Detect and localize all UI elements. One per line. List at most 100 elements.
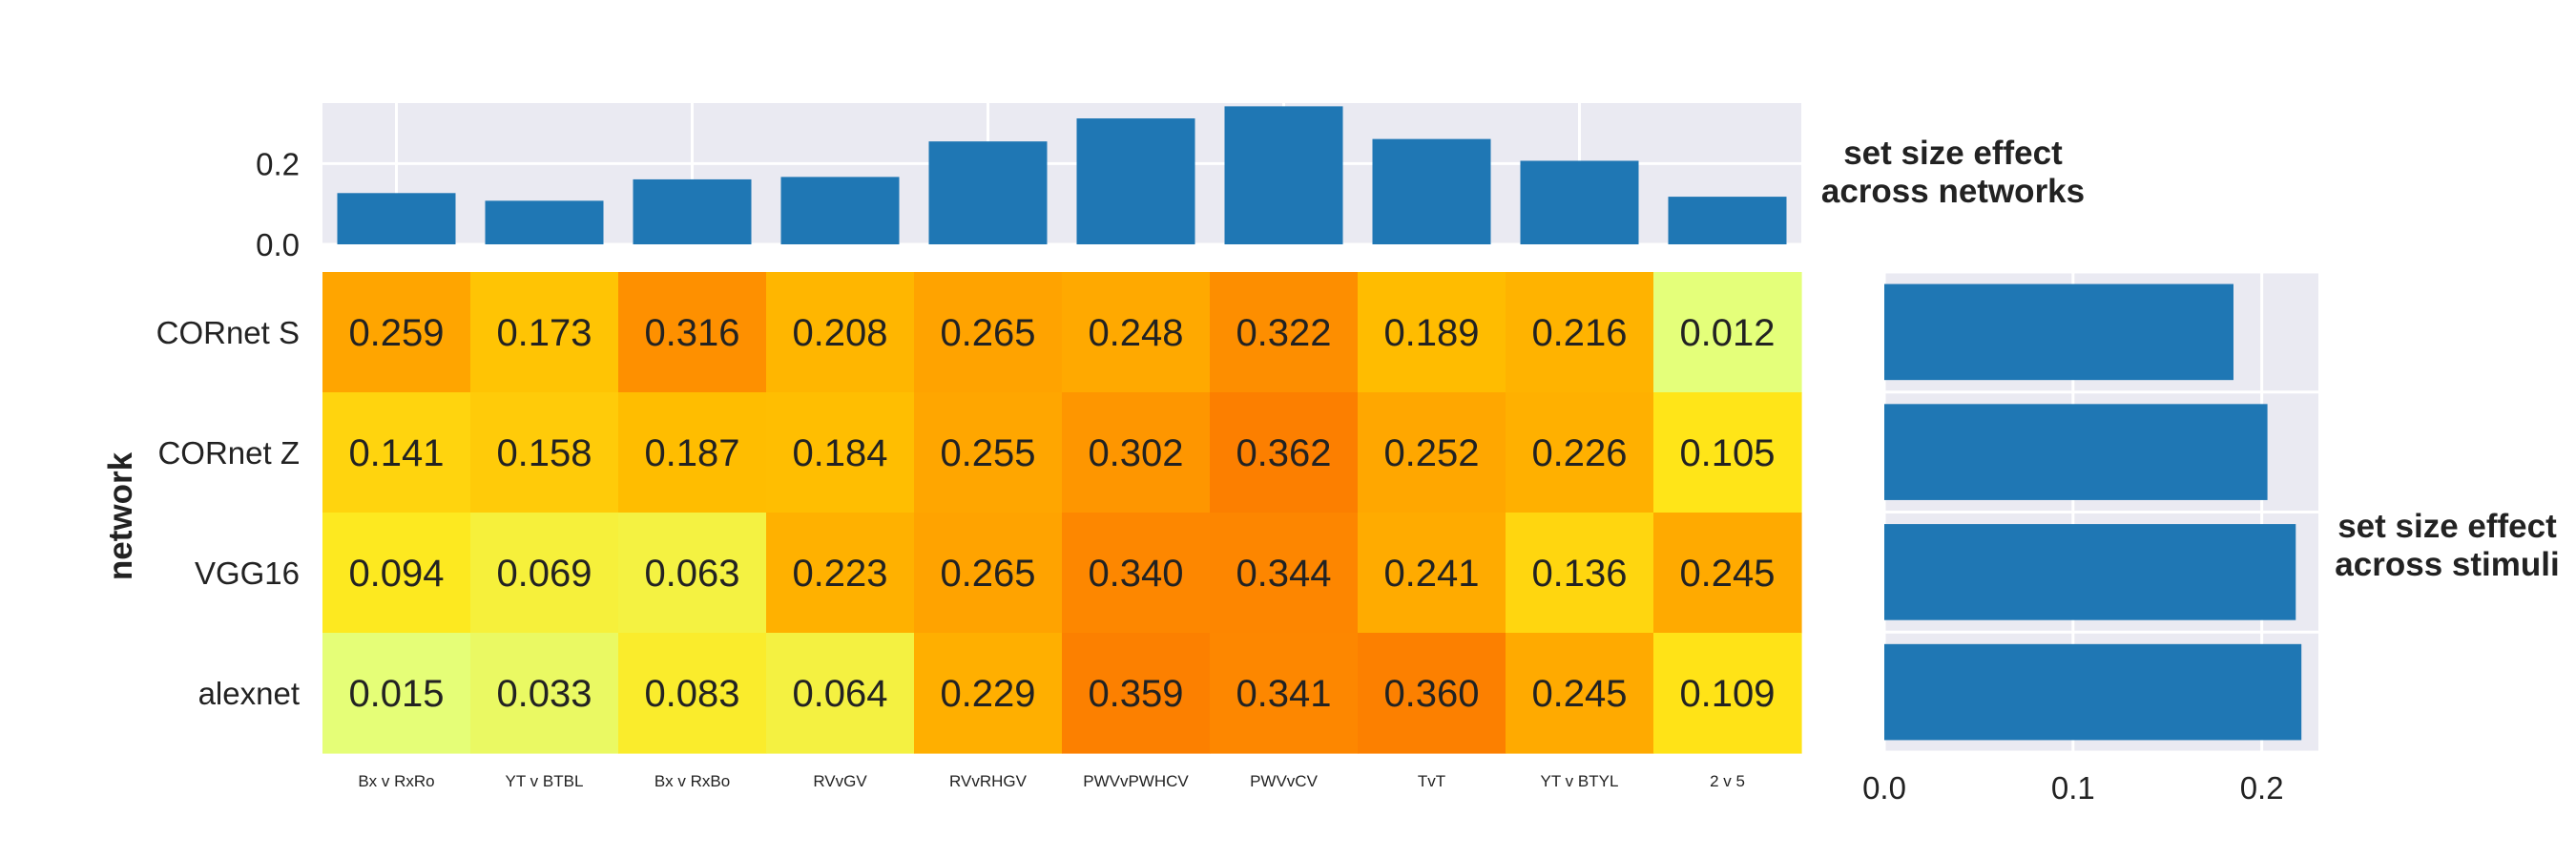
heatmap-value-label: 0.173 bbox=[496, 312, 592, 354]
heatmap-value-label: 0.245 bbox=[1679, 553, 1775, 595]
heatmap: 0.259 0.173 0.316 0.208 0.265 0.248 0.322 0.189… bbox=[322, 272, 1802, 754]
heatmap-cell bbox=[1506, 392, 1654, 513]
heatmap-value-label: 0.302 bbox=[1088, 432, 1183, 474]
heatmap-value-label: 0.265 bbox=[940, 312, 1035, 354]
row-label: alexnet bbox=[198, 676, 300, 711]
side-bar-title: set size effect across stimuli bbox=[2335, 508, 2559, 583]
side-xtick-label: 0.0 bbox=[1862, 770, 1906, 806]
heatmap-value-label: 0.094 bbox=[348, 553, 444, 595]
heatmap-cell bbox=[914, 513, 1063, 634]
heatmap-row-labels: CORnet S CORnet Z VGG16 alexnet bbox=[156, 315, 300, 711]
heatmap-cell bbox=[766, 633, 915, 754]
heatmap-value-label: 0.259 bbox=[348, 312, 444, 354]
heatmap-cell bbox=[1506, 272, 1654, 393]
heatmap-value-label: 0.105 bbox=[1679, 432, 1775, 474]
side-bar bbox=[1884, 643, 2302, 741]
heatmap-value-label: 0.359 bbox=[1088, 673, 1183, 715]
heatmap-value-label: 0.344 bbox=[1236, 553, 1331, 595]
top-bar-title: set size effect across networks bbox=[1821, 135, 2085, 210]
heatmap-cell bbox=[618, 392, 767, 513]
heatmap-value-label: 0.248 bbox=[1088, 312, 1183, 354]
heatmap-cell bbox=[766, 392, 915, 513]
top-bar bbox=[928, 141, 1048, 244]
column-label: PWVvPWHCV bbox=[1083, 772, 1189, 790]
heatmap-cell bbox=[322, 633, 471, 754]
heatmap-value-label: 0.064 bbox=[792, 673, 887, 715]
heatmap-cell bbox=[1358, 272, 1506, 393]
heatmap-cell bbox=[1358, 633, 1506, 754]
heatmap-cell bbox=[1062, 633, 1211, 754]
heatmap-cell bbox=[470, 633, 619, 754]
heatmap-value-label: 0.226 bbox=[1531, 432, 1627, 474]
top-bar bbox=[1372, 138, 1491, 244]
heatmap-value-label: 0.362 bbox=[1236, 432, 1331, 474]
heatmap-value-label: 0.245 bbox=[1531, 673, 1627, 715]
top-bar-title-line-1: set size effect bbox=[1843, 135, 2063, 172]
heatmap-value-label: 0.265 bbox=[940, 553, 1035, 595]
column-label: YT v BTBL bbox=[506, 772, 584, 790]
heatmap-value-label: 0.341 bbox=[1236, 673, 1331, 715]
heatmap-value-label: 0.255 bbox=[940, 432, 1035, 474]
heatmap-value-label: 0.012 bbox=[1679, 312, 1775, 354]
heatmap-cell bbox=[618, 513, 767, 634]
column-label: 2 v 5 bbox=[1710, 772, 1745, 790]
column-label: RVvGV bbox=[813, 772, 867, 790]
heatmap-value-label: 0.360 bbox=[1383, 673, 1479, 715]
top-bar-panel: 0.0 0.2 bbox=[256, 103, 1801, 262]
heatmap-value-label: 0.141 bbox=[348, 432, 444, 474]
row-label: VGG16 bbox=[195, 555, 300, 591]
top-ytick-label: 0.0 bbox=[256, 227, 300, 262]
heatmap-cell bbox=[618, 633, 767, 754]
top-bar bbox=[1668, 197, 1787, 244]
heatmap-value-label: 0.136 bbox=[1531, 553, 1627, 595]
heatmap-cell bbox=[1653, 633, 1802, 754]
side-xtick-label: 0.2 bbox=[2240, 770, 2284, 806]
column-label: TvT bbox=[1418, 772, 1445, 790]
heatmap-cell bbox=[1210, 513, 1359, 634]
heatmap-cell bbox=[322, 272, 471, 393]
heatmap-value-label: 0.223 bbox=[792, 553, 887, 595]
heatmap-cell bbox=[1358, 513, 1506, 634]
heatmap-cell bbox=[618, 272, 767, 393]
heatmap-value-label: 0.241 bbox=[1383, 553, 1479, 595]
side-bar bbox=[1884, 404, 2268, 500]
heatmap-cell bbox=[1653, 513, 1802, 634]
side-bar-panel: 0.0 0.1 0.2 bbox=[1862, 270, 2318, 806]
heatmap-cell bbox=[1506, 633, 1654, 754]
side-bar-title-line-1: set size effect bbox=[2337, 508, 2557, 545]
top-bar bbox=[1520, 160, 1639, 244]
heatmap-value-label: 0.063 bbox=[644, 553, 739, 595]
heatmap-cell bbox=[914, 272, 1063, 393]
heatmap-value-label: 0.252 bbox=[1383, 432, 1479, 474]
top-bar bbox=[780, 177, 900, 244]
heatmap-cell bbox=[1210, 633, 1359, 754]
heatmap-cell bbox=[766, 272, 915, 393]
heatmap-cell bbox=[1653, 272, 1802, 393]
heatmap-value-label: 0.229 bbox=[940, 673, 1035, 715]
heatmap-value-label: 0.208 bbox=[792, 312, 887, 354]
heatmap-cell bbox=[1062, 272, 1211, 393]
row-label: CORnet Z bbox=[157, 435, 300, 471]
column-label: RVvRHGV bbox=[949, 772, 1028, 790]
top-bar bbox=[633, 178, 752, 244]
heatmap-cell bbox=[1358, 392, 1506, 513]
column-label: YT v BTYL bbox=[1541, 772, 1619, 790]
heatmap-value-label: 0.015 bbox=[348, 673, 444, 715]
top-bar bbox=[337, 193, 456, 244]
heatmap-cell bbox=[470, 272, 619, 393]
heatmap-cell bbox=[1210, 392, 1359, 513]
heatmap-value-label: 0.316 bbox=[644, 312, 739, 354]
column-label: Bx v RxRo bbox=[358, 772, 434, 790]
top-bar-title-line-2: across networks bbox=[1821, 173, 2085, 210]
column-label: PWVvCV bbox=[1250, 772, 1319, 790]
side-bar bbox=[1884, 524, 2296, 620]
heatmap-cell bbox=[470, 392, 619, 513]
side-bar-title-line-2: across stimuli bbox=[2335, 546, 2559, 583]
heatmap-value-label: 0.322 bbox=[1236, 312, 1331, 354]
top-ytick-label: 0.2 bbox=[256, 146, 300, 181]
heatmap-cell bbox=[766, 513, 915, 634]
heatmap-column-labels: Bx v RxRo YT v BTBL Bx v RxBo RVvGV RVvRHGV P… bbox=[358, 772, 1745, 790]
heatmap-value-label: 0.069 bbox=[496, 553, 592, 595]
heatmap-cell bbox=[470, 513, 619, 634]
